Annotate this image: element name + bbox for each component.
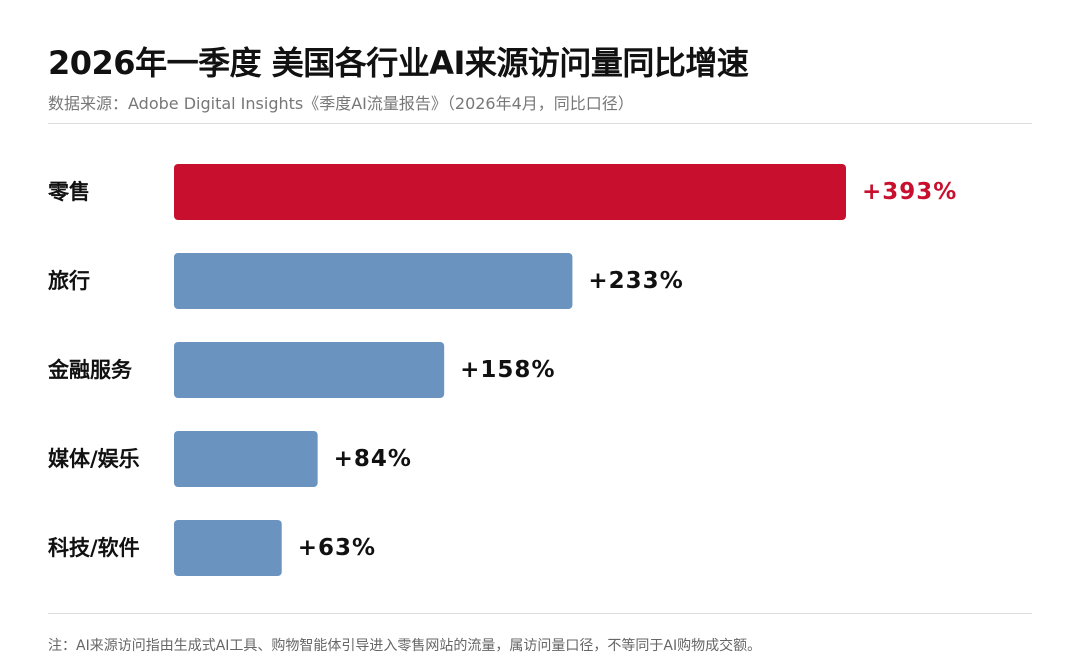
category-label-金融服务: 金融服务 [47,358,133,382]
header-divider [48,123,1032,124]
bar-科技-软件 [174,520,282,576]
footer-divider [48,613,1032,614]
value-label-旅行: +233% [588,268,683,294]
bar-媒体-娱乐 [174,431,318,487]
bar-零售 [174,164,846,220]
bar-金融服务 [174,342,445,398]
bar-旅行 [174,253,573,309]
value-label-媒体-娱乐: +84% [334,446,412,472]
chart-title: 2026年一季度 美国各行业AI来源访问量同比增速 [48,44,749,82]
value-label-金融服务: +158% [460,357,555,383]
category-label-旅行: 旅行 [48,269,90,293]
chart-subtitle: 数据来源：Adobe Digital Insights《季度AI流量报告》（20… [48,94,634,113]
value-label-零售: +393% [862,179,957,205]
value-label-科技-软件: +63% [298,535,376,561]
category-label-媒体-娱乐: 媒体/娱乐 [48,447,140,471]
category-label-科技-软件: 科技/软件 [48,536,140,560]
footnote: 注：AI来源访问指由生成式AI工具、购物智能体引导进入零售网站的流量，属访问量口… [48,638,762,654]
category-label-零售: 零售 [47,180,90,204]
